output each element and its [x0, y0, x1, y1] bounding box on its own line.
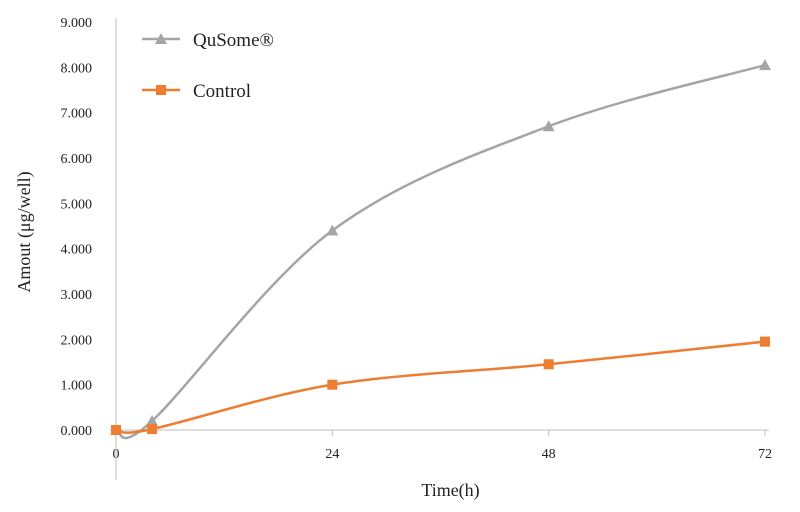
legend-item-control: Control — [142, 81, 251, 102]
y-tick-label: 1.000 — [61, 379, 93, 394]
series-line-control — [115, 340, 766, 434]
x-tick-label: 72 — [758, 447, 772, 462]
data-point-control — [147, 424, 158, 435]
y-tick-label: 7.000 — [61, 107, 93, 122]
series-qusome — [110, 59, 771, 440]
series-control — [111, 336, 770, 435]
data-point-control — [543, 359, 554, 370]
y-tick-label: 9.000 — [61, 16, 93, 31]
y-tick-label: 3.000 — [61, 288, 93, 303]
legend-marker — [156, 85, 166, 95]
legend-label: Control — [193, 81, 251, 102]
y-tick-label: 2.000 — [61, 333, 93, 348]
series-layer — [110, 59, 771, 440]
y-tick-label: 0.000 — [61, 424, 93, 439]
legend-item-qusome: QuSome® — [142, 30, 274, 51]
data-point-control — [760, 336, 770, 347]
data-point-control — [327, 379, 338, 390]
y-tick-label: 4.000 — [61, 243, 93, 258]
y-tick-label: 8.000 — [61, 61, 93, 76]
y-axis-ticks: 0.000 1.000 2.000 3.000 4.000 5.000 6.000 7.000… — [61, 16, 93, 439]
data-point-qusome — [326, 224, 339, 236]
y-tick-label: 6.000 — [61, 152, 93, 167]
legend: QuSome® Control — [142, 30, 274, 102]
y-axis-title: Amout (μg/well) — [14, 171, 35, 292]
series-line-qusome — [115, 63, 766, 440]
data-point-qusome — [542, 120, 555, 132]
data-point-qusome — [146, 414, 159, 426]
data-point-qusome — [759, 59, 771, 71]
x-axis-title: Time(h) — [421, 480, 479, 501]
x-tick-label: 48 — [542, 447, 556, 462]
y-tick-label: 5.000 — [61, 197, 93, 212]
legend-label: QuSome® — [193, 30, 274, 51]
data-point-control — [111, 425, 121, 435]
x-tick-label: 24 — [325, 447, 339, 462]
legend-marker — [155, 33, 167, 44]
